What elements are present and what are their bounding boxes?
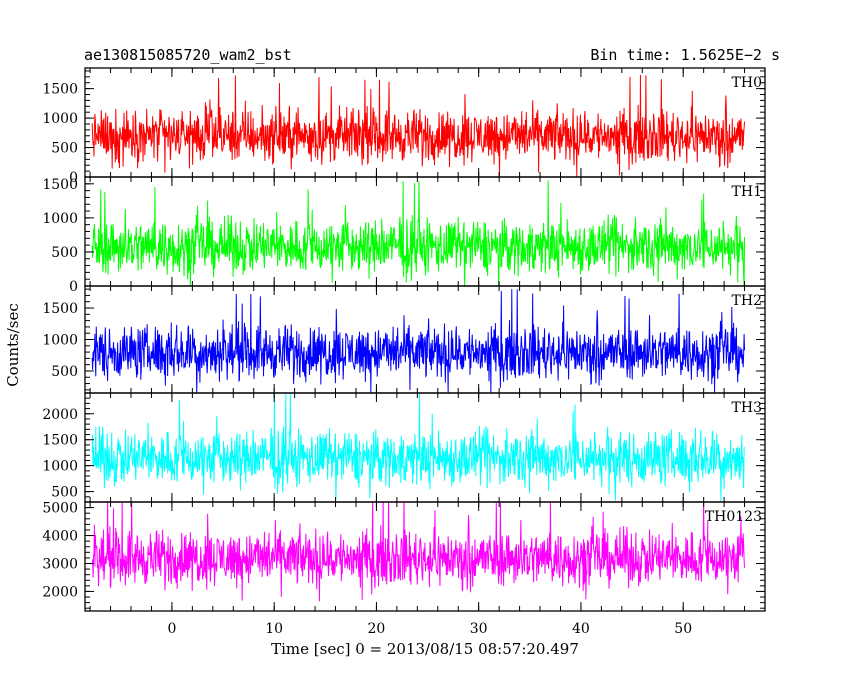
series-label-th1: TH1	[732, 184, 762, 200]
panel-th0123: 2000 3000 4000 5000 TH0123	[42, 501, 766, 612]
y-tick-label: 1000	[42, 459, 78, 475]
y-tick-label: 1000	[42, 211, 78, 227]
series-line-th2	[91, 289, 746, 393]
series-label-th2: TH2	[732, 293, 762, 309]
y-axis-label: Counts/sec	[4, 303, 22, 387]
x-tick-label: 50	[674, 621, 692, 637]
y-tick-label: 1500	[42, 82, 78, 98]
x-tick-label: 20	[368, 621, 386, 637]
y-tick-label: 2000	[42, 407, 78, 423]
x-tick-label: 30	[470, 621, 488, 637]
panels: 0 500 1000 1500 TH0 0 500 1000 1500 TH1 500 1000 150…	[42, 67, 766, 612]
y-tick-label: 500	[51, 141, 78, 157]
y-tick-label: 500	[51, 485, 78, 501]
series-line-th0	[91, 75, 746, 177]
series-label-th0123: TH0123	[705, 509, 762, 525]
series-line-th0123	[91, 502, 746, 602]
panel-th2: 500 1000 1500 TH2	[42, 285, 766, 394]
x-tick-label: 10	[265, 621, 283, 637]
series-line-th3	[91, 393, 746, 502]
y-tick-label: 2000	[42, 584, 78, 600]
panel-th0: 0 500 1000 1500 TH0	[42, 67, 766, 186]
y-tick-label: 1500	[42, 301, 78, 317]
y-tick-label: 4000	[42, 529, 78, 545]
y-tick-label: 1500	[42, 433, 78, 449]
x-axis: 0 10 20 30 40 50	[167, 621, 692, 637]
y-tick-label: 0	[69, 170, 78, 186]
series-line-th1	[91, 180, 746, 286]
x-tick-label: 0	[167, 621, 176, 637]
y-tick-label: 1500	[42, 177, 78, 193]
y-tick-label: 500	[51, 245, 78, 261]
y-tick-label: 5000	[42, 501, 78, 517]
y-tick-label: 1000	[42, 111, 78, 127]
panel-th1: 0 500 1000 1500 TH1	[42, 176, 766, 295]
panel-th3: 500 1000 1500 2000 TH3	[42, 392, 766, 503]
bin-time-label: Bin time: 1.5625E−2 s	[590, 46, 780, 64]
panel-frame	[84, 501, 766, 612]
series-label-th3: TH3	[732, 400, 762, 416]
y-tick-label: 500	[51, 364, 78, 380]
x-axis-label: Time [sec] 0 = 2013/08/15 08:57:20.497	[271, 640, 579, 658]
y-tick-label: 3000	[42, 556, 78, 572]
x-tick-label: 40	[572, 621, 590, 637]
series-label-th0: TH0	[732, 75, 762, 91]
y-tick-label: 1000	[42, 333, 78, 349]
chart-title: ae130815085720_wam2_bst	[84, 46, 292, 64]
y-tick-label: 0	[69, 279, 78, 295]
